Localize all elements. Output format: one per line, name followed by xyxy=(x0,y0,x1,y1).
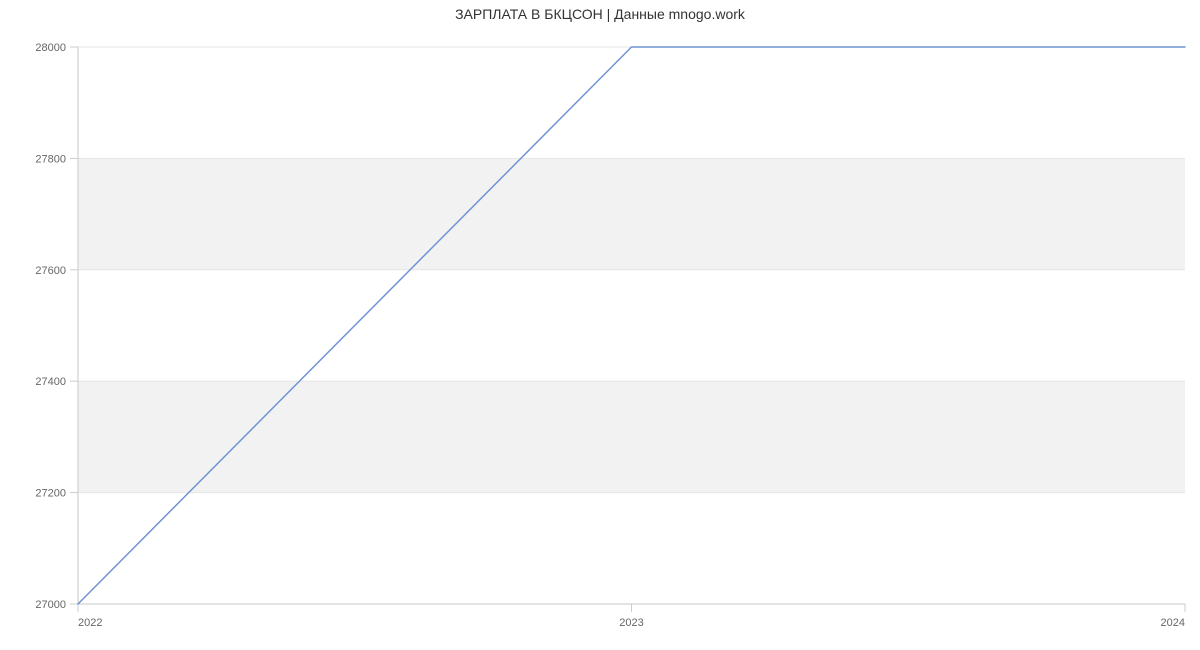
y-tick-label: 27400 xyxy=(35,376,66,388)
y-tick-label: 27200 xyxy=(35,488,66,500)
chart-svg: 27000 27200 27400 27600 27800 28000 2022 2023 20… xyxy=(0,0,1200,650)
salary-chart: ЗАРПЛАТА В БКЦСОН | Данные mnogo.work 27… xyxy=(0,0,1200,650)
y-tick-label: 27000 xyxy=(35,599,66,611)
x-tick-label: 2023 xyxy=(619,617,643,629)
y-tick-label: 27600 xyxy=(35,265,66,277)
series-line xyxy=(78,47,1185,604)
plot-band xyxy=(78,158,1185,269)
x-tick-label: 2022 xyxy=(78,617,102,629)
x-tick-label: 2024 xyxy=(1161,617,1185,629)
y-tick-label: 28000 xyxy=(35,42,66,54)
chart-title: ЗАРПЛАТА В БКЦСОН | Данные mnogo.work xyxy=(0,6,1200,22)
y-tick-label: 27800 xyxy=(35,153,66,165)
